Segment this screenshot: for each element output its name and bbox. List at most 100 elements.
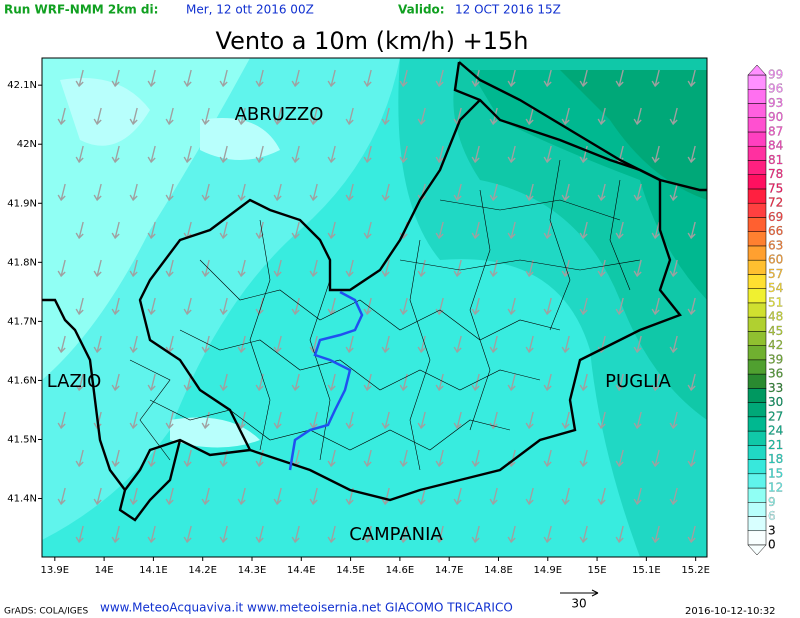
wind-arrow	[507, 525, 516, 544]
wind-arrow	[381, 487, 390, 506]
wind-arrow	[435, 69, 444, 88]
wind-arrow	[75, 221, 84, 240]
wind-arrow	[543, 221, 552, 240]
wind-arrow	[309, 259, 318, 278]
wind-arrow	[273, 183, 282, 202]
map-title: Vento a 10m (km/h) +15h	[216, 27, 529, 55]
wind-arrow	[579, 69, 588, 88]
wind-arrow	[651, 525, 660, 544]
wind-arrow	[399, 449, 408, 468]
field-patch	[60, 78, 280, 448]
wind-arrow	[183, 525, 192, 544]
x-tick-label: 14.6E	[386, 565, 415, 576]
colorbar-swatch	[747, 445, 767, 460]
colorbar-end	[747, 544, 767, 556]
wind-arrow	[399, 525, 408, 544]
wind-arrow	[165, 183, 174, 202]
colorbar-label: 27	[768, 409, 783, 423]
colorbar-label: 0	[768, 538, 776, 552]
wind-arrow	[417, 335, 426, 354]
y-tick-label: 41.8N	[7, 257, 37, 268]
wind-arrow	[273, 259, 282, 278]
wind-arrow	[381, 411, 390, 430]
wind-arrow	[381, 183, 390, 202]
wind-arrow	[417, 411, 426, 430]
map-axes: 13.9E 14E 14.1E 14.2E 14.3E 14.4E 14.5E 14.6E 14…	[7, 80, 710, 576]
field-dark	[560, 70, 707, 200]
wind-arrow	[471, 449, 480, 468]
x-tick-label: 15E	[588, 565, 607, 576]
wind-arrow	[669, 335, 678, 354]
wind-arrow	[75, 449, 84, 468]
wind-arrow	[543, 449, 552, 468]
wind-arrow	[165, 487, 174, 506]
wind-arrow	[417, 107, 426, 126]
wind-arrow	[93, 183, 102, 202]
wind-arrow	[561, 411, 570, 430]
wind-arrow	[291, 221, 300, 240]
colorbar-label: 21	[768, 438, 783, 452]
wind-arrow	[273, 335, 282, 354]
colorbar-label: 54	[768, 281, 783, 295]
wind-arrow	[669, 487, 678, 506]
wind-arrow	[381, 335, 390, 354]
wind-arrow	[237, 183, 246, 202]
colorbar-swatch	[747, 416, 767, 432]
wind-arrow	[147, 525, 156, 544]
wind-arrow	[633, 411, 642, 430]
wind-arrow	[327, 525, 336, 544]
wind-arrow	[129, 183, 138, 202]
wind-arrow	[219, 373, 228, 392]
wind-arrow	[687, 69, 696, 88]
colorbar-label: 3	[768, 523, 776, 537]
wind-arrow	[615, 69, 624, 88]
credit: GrADS: COLA/IGES	[4, 607, 88, 617]
colorbar-swatch	[747, 188, 767, 204]
colorbar-label: 75	[768, 181, 783, 195]
wind-arrow	[273, 107, 282, 126]
wind-arrow	[687, 525, 696, 544]
wind-arrow	[399, 145, 408, 164]
x-tick-label: 14.1E	[139, 565, 168, 576]
wind-arrow	[291, 297, 300, 316]
wind-arrow	[417, 259, 426, 278]
wind-arrow	[561, 183, 570, 202]
wind-arrow	[147, 69, 156, 88]
colorbar-swatch	[747, 487, 767, 503]
wind-arrow	[651, 145, 660, 164]
wind-arrow	[435, 373, 444, 392]
wind-arrow	[183, 145, 192, 164]
wind-arrow	[633, 259, 642, 278]
wind-arrow	[561, 107, 570, 126]
run-label: Run WRF-NMM 2km di:	[4, 3, 158, 17]
colorbar-swatch	[747, 202, 767, 218]
wind-arrow	[579, 525, 588, 544]
wind-arrow	[309, 183, 318, 202]
wind-arrow	[687, 221, 696, 240]
wind-arrow	[165, 107, 174, 126]
wind-arrow	[237, 487, 246, 506]
colorbar-swatch	[747, 274, 767, 289]
colorbar-label: 33	[768, 381, 783, 395]
y-tick-label: 42.1N	[7, 80, 37, 91]
wind-arrow	[687, 297, 696, 316]
colorbar-label: 45	[768, 324, 783, 338]
wind-arrow	[219, 525, 228, 544]
wind-arrow	[363, 145, 372, 164]
wind-arrow	[327, 373, 336, 392]
wind-arrow	[507, 69, 516, 88]
colorbar-swatch	[747, 345, 767, 361]
y-tick-label: 41.7N	[7, 316, 37, 327]
wind-arrow	[201, 335, 210, 354]
wind-arrow	[471, 145, 480, 164]
wind-arrow	[75, 373, 84, 392]
wind-arrow	[687, 449, 696, 468]
wind-arrow	[525, 335, 534, 354]
colorbar-label: 84	[768, 139, 783, 153]
wind-arrow	[291, 145, 300, 164]
wind-arrow	[435, 145, 444, 164]
wind-arrow	[489, 411, 498, 430]
colorbar-swatch	[747, 402, 767, 418]
wind-arrow	[129, 335, 138, 354]
